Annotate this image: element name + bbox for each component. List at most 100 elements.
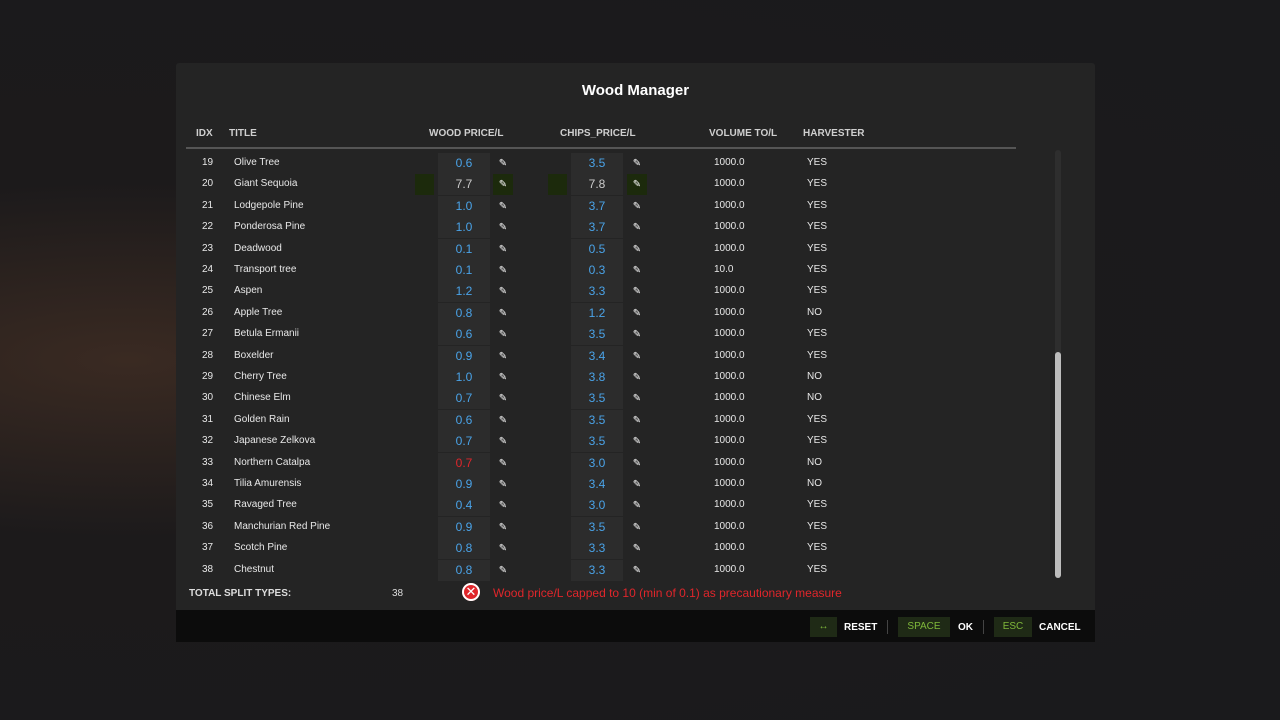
edit-pencil-icon[interactable]: ✎	[498, 265, 508, 276]
edit-pencil-icon[interactable]: ✎	[498, 307, 508, 319]
edit-pencil-icon[interactable]: ✎	[493, 174, 513, 196]
edit-pencil-icon[interactable]: ✎	[498, 479, 508, 490]
wood-price-value[interactable]: 0.9	[455, 348, 473, 363]
wood-price-input[interactable]	[438, 388, 490, 410]
chips-price-input[interactable]	[571, 431, 623, 453]
ok-button[interactable]: OK	[958, 622, 973, 633]
wood-price-input[interactable]	[438, 516, 490, 538]
table-row[interactable]: 24 Transport tree 0.1 ✎ 0.3 ✎ 10.0 YES	[186, 260, 1016, 281]
edit-pencil-icon[interactable]: ✎	[632, 158, 642, 169]
edit-pencil-icon[interactable]: ✎	[498, 543, 508, 555]
table-row[interactable]: 27 Betula Ermanii 0.6 ✎ 3.5 ✎ 1000.0 YES	[186, 324, 1016, 346]
wood-price-value[interactable]: 0.6	[455, 156, 473, 170]
chips-price-input[interactable]	[571, 302, 623, 324]
wood-price-input[interactable]	[438, 260, 490, 281]
chips-price-input[interactable]	[571, 388, 623, 410]
table-row[interactable]: 31 Golden Rain 0.6 ✎ 3.5 ✎ 1000.0 YES	[186, 409, 1016, 431]
wood-price-value[interactable]: 0.8	[455, 562, 473, 577]
table-row[interactable]: 36 Manchurian Red Pine 0.9 ✎ 3.5 ✎ 1000.…	[186, 516, 1016, 538]
table-row[interactable]: 26 Apple Tree 0.8 ✎ 1.2 ✎ 1000.0 NO	[186, 302, 1016, 324]
wood-price-input[interactable]	[438, 452, 490, 474]
chips-price-value[interactable]: 0.3	[588, 263, 606, 277]
chips-price-value[interactable]: 3.7	[588, 220, 606, 235]
edit-pencil-icon[interactable]: ✎	[632, 543, 642, 555]
chips-price-input[interactable]	[571, 195, 623, 217]
chips-price-value[interactable]: 3.3	[588, 541, 606, 556]
edit-pencil-icon[interactable]: ✎	[632, 414, 642, 426]
chips-price-value[interactable]: 3.5	[588, 327, 606, 342]
table-row[interactable]: 29 Cherry Tree 1.0 ✎ 3.8 ✎ 1000.0 NO	[186, 367, 1016, 388]
wood-price-value[interactable]: 0.9	[455, 519, 473, 534]
cancel-button[interactable]: CANCEL	[1039, 622, 1081, 633]
wood-price-input[interactable]	[438, 495, 490, 517]
wood-price-input[interactable]	[438, 217, 490, 239]
chips-price-value[interactable]: 3.7	[588, 198, 606, 213]
wood-price-value[interactable]: 0.7	[455, 391, 473, 406]
wood-price-value[interactable]: 0.8	[455, 305, 473, 320]
edit-pencil-icon[interactable]: ✎	[498, 243, 508, 255]
edit-pencil-icon[interactable]: ✎	[498, 564, 508, 576]
chips-price-input[interactable]	[571, 324, 623, 346]
wood-price-value[interactable]: 0.8	[455, 541, 473, 556]
wood-price-input[interactable]	[438, 538, 490, 560]
wood-price-input[interactable]	[438, 345, 490, 367]
chips-price-value[interactable]: 3.4	[588, 477, 606, 491]
edit-pencil-icon[interactable]: ✎	[632, 329, 642, 341]
wood-price-input[interactable]	[438, 431, 490, 453]
edit-pencil-icon[interactable]: ✎	[632, 265, 642, 276]
wood-price-input[interactable]	[438, 153, 490, 174]
edit-pencil-icon[interactable]: ✎	[632, 436, 642, 448]
edit-pencil-icon[interactable]: ✎	[632, 222, 642, 234]
chips-price-value[interactable]: 3.5	[588, 412, 606, 427]
edit-pencil-icon[interactable]: ✎	[632, 500, 642, 512]
wood-price-value[interactable]: 0.4	[455, 498, 473, 513]
scrollbar[interactable]	[1055, 150, 1061, 578]
wood-price-value[interactable]: 1.2	[455, 284, 473, 299]
edit-pencil-icon[interactable]: ✎	[632, 521, 642, 533]
wood-price-input[interactable]	[438, 324, 490, 346]
edit-pencil-icon[interactable]: ✎	[632, 286, 642, 298]
chips-price-input[interactable]	[571, 452, 623, 474]
edit-pencil-icon[interactable]: ✎	[498, 414, 508, 426]
chips-price-value[interactable]: 7.8	[588, 177, 606, 192]
esc-key[interactable]: ESC	[994, 617, 1032, 637]
wood-price-value[interactable]: 0.6	[455, 327, 473, 342]
edit-pencil-icon[interactable]: ✎	[632, 307, 642, 319]
wood-price-input[interactable]	[438, 195, 490, 217]
chips-price-value[interactable]: 3.8	[588, 370, 606, 384]
table-row[interactable]: 28 Boxelder 0.9 ✎ 3.4 ✎ 1000.0 YES	[186, 345, 1016, 367]
wood-price-input[interactable]	[438, 302, 490, 324]
chips-price-input[interactable]	[571, 538, 623, 560]
edit-pencil-icon[interactable]: ✎	[498, 200, 508, 212]
table-row[interactable]: 25 Aspen 1.2 ✎ 3.3 ✎ 1000.0 YES	[186, 281, 1016, 303]
wood-price-input[interactable]	[438, 474, 490, 495]
wood-price-value[interactable]: 0.9	[455, 477, 473, 491]
chips-price-input[interactable]	[571, 559, 623, 581]
table-row[interactable]: 37 Scotch Pine 0.8 ✎ 3.3 ✎ 1000.0 YES	[186, 538, 1016, 560]
table-row[interactable]: 20 Giant Sequoia 7.7 ✎ 7.8 ✎ 1000.0 YES	[186, 174, 1016, 196]
wood-price-input[interactable]	[438, 174, 490, 196]
edit-pencil-icon[interactable]: ✎	[632, 200, 642, 212]
chips-price-value[interactable]: 3.4	[588, 348, 606, 363]
chips-price-input[interactable]	[571, 281, 623, 303]
wood-price-value[interactable]: 0.6	[455, 412, 473, 427]
table-row[interactable]: 23 Deadwood 0.1 ✎ 0.5 ✎ 1000.0 YES	[186, 238, 1016, 260]
edit-pencil-icon[interactable]: ✎	[498, 329, 508, 341]
chips-price-value[interactable]: 3.5	[588, 434, 606, 449]
chips-price-input[interactable]	[571, 238, 623, 260]
wood-price-value[interactable]: 7.7	[455, 177, 473, 192]
chips-price-value[interactable]: 3.3	[588, 562, 606, 577]
wood-price-value[interactable]: 0.7	[455, 434, 473, 449]
chips-price-input[interactable]	[571, 174, 623, 196]
table-row[interactable]: 33 Northern Catalpa 0.7 ✎ 3.0 ✎ 1000.0 N…	[186, 452, 1016, 474]
edit-pencil-icon[interactable]: ✎	[632, 350, 642, 362]
wood-price-value[interactable]: 0.1	[455, 241, 473, 256]
edit-pencil-icon[interactable]: ✎	[632, 372, 642, 383]
edit-pencil-icon[interactable]: ✎	[498, 222, 508, 234]
chips-price-input[interactable]	[571, 345, 623, 367]
reset-key-icon[interactable]: ↔	[810, 617, 837, 637]
edit-pencil-icon[interactable]: ✎	[632, 243, 642, 255]
wood-price-value[interactable]: 0.7	[455, 455, 473, 470]
chips-price-value[interactable]: 3.0	[588, 455, 606, 470]
edit-pencil-icon[interactable]: ✎	[498, 158, 508, 169]
